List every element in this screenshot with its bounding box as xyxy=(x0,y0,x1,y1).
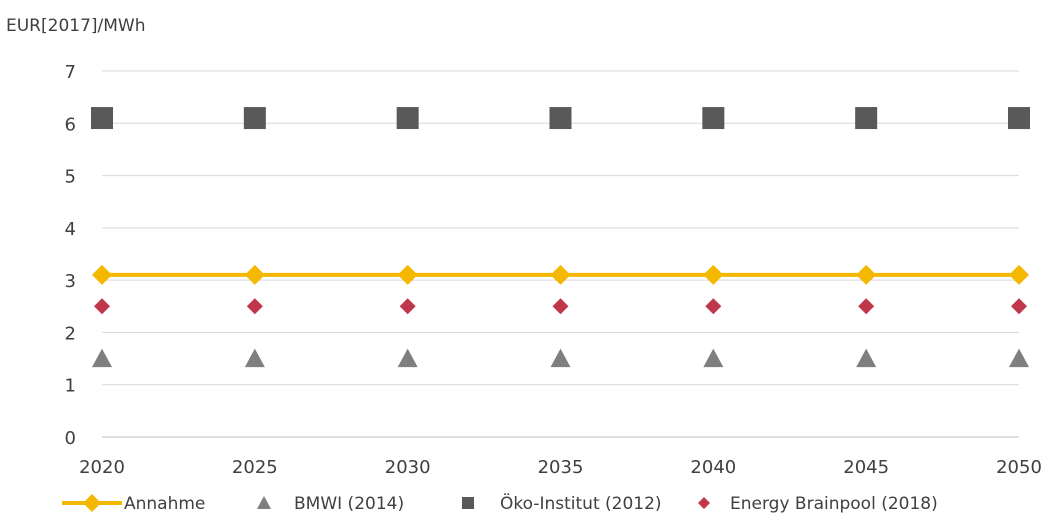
x-tick-2035: 2035 xyxy=(538,457,584,478)
point-s0-2040 xyxy=(703,265,723,285)
point-s3-2020 xyxy=(94,298,110,314)
y-axis-label: EUR[2017]/MWh xyxy=(6,16,146,36)
series-0 xyxy=(92,265,1029,285)
point-s3-2040 xyxy=(705,298,721,314)
legend-marker-1 xyxy=(257,496,271,509)
y-tick-4: 4 xyxy=(65,219,76,240)
point-s0-2035 xyxy=(551,265,571,285)
y-tick-6: 6 xyxy=(65,114,76,135)
x-tick-2030: 2030 xyxy=(385,457,431,478)
series-3 xyxy=(94,298,1027,314)
y-tick-0: 0 xyxy=(65,428,76,449)
legend-item-2: Öko-Institut (2012) xyxy=(462,492,662,514)
point-s3-2025 xyxy=(247,298,263,314)
legend-item-3: Energy Brainpool (2018) xyxy=(698,494,938,514)
point-s2-2045 xyxy=(855,107,877,129)
point-s0-2050 xyxy=(1009,265,1029,285)
point-s3-2035 xyxy=(553,298,569,314)
point-s1-2045 xyxy=(856,349,876,368)
x-tick-2045: 2045 xyxy=(843,457,889,478)
legend-label-0: Annahme xyxy=(124,494,205,514)
point-s3-2050 xyxy=(1011,298,1027,314)
series-1 xyxy=(92,349,1029,368)
legend-marker-3 xyxy=(698,497,710,509)
legend-marker-2 xyxy=(462,497,474,509)
point-s1-2035 xyxy=(551,349,571,368)
legend-item-0: Annahme xyxy=(62,494,205,514)
point-s1-2020 xyxy=(92,349,112,368)
point-s0-2030 xyxy=(398,265,418,285)
legend-item-1: BMWI (2014) xyxy=(257,494,404,514)
legend-label-2: Öko-Institut (2012) xyxy=(500,492,662,514)
point-s1-2030 xyxy=(398,349,418,368)
series-2 xyxy=(91,107,1030,129)
point-s1-2040 xyxy=(703,349,723,368)
legend-marker-0 xyxy=(83,494,101,512)
y-tick-2: 2 xyxy=(65,323,76,344)
x-tick-2040: 2040 xyxy=(690,457,736,478)
point-s2-2025 xyxy=(244,107,266,129)
y-tick-7: 7 xyxy=(65,62,76,83)
y-tick-3: 3 xyxy=(65,271,76,292)
point-s1-2025 xyxy=(245,349,265,368)
point-s1-2050 xyxy=(1009,349,1029,368)
point-s2-2050 xyxy=(1008,107,1030,129)
point-s2-2035 xyxy=(550,107,572,129)
legend-label-3: Energy Brainpool (2018) xyxy=(730,494,938,514)
point-s2-2030 xyxy=(397,107,419,129)
legend: Annahme BMWI (2014) Öko-Institut (2012) Ene… xyxy=(62,492,938,514)
point-s0-2045 xyxy=(856,265,876,285)
legend-label-1: BMWI (2014) xyxy=(294,494,404,514)
point-s3-2030 xyxy=(400,298,416,314)
y-tick-5: 5 xyxy=(65,167,76,188)
y-tick-1: 1 xyxy=(65,376,76,397)
point-s2-2040 xyxy=(702,107,724,129)
point-s0-2025 xyxy=(245,265,265,285)
point-s2-2020 xyxy=(91,107,113,129)
x-tick-labels: 2020 2025 2030 2035 2040 2045 2050 xyxy=(79,457,1042,478)
y-tick-labels: 0 1 2 3 4 5 6 7 xyxy=(65,62,76,449)
point-s0-2020 xyxy=(92,265,112,285)
series-layer xyxy=(91,107,1030,367)
x-tick-2020: 2020 xyxy=(79,457,125,478)
x-tick-2025: 2025 xyxy=(232,457,278,478)
point-s3-2045 xyxy=(858,298,874,314)
x-tick-2050: 2050 xyxy=(996,457,1042,478)
